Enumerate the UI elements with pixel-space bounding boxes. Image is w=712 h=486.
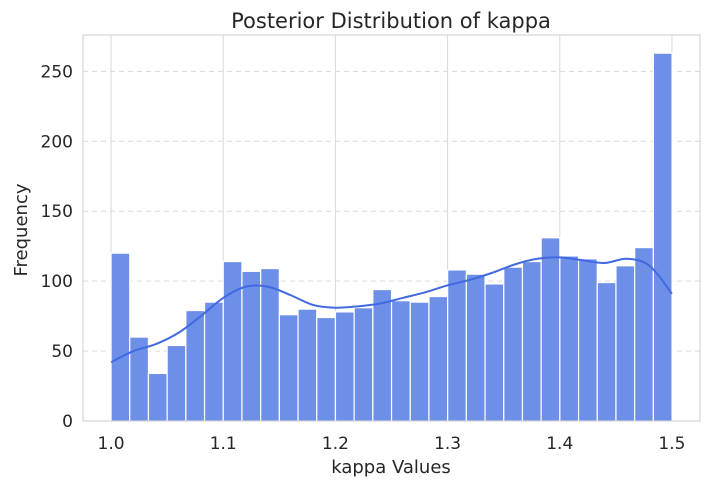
histogram-bar [596, 281, 617, 422]
histogram-bar [241, 270, 262, 422]
y-tick-label: 150 [41, 202, 73, 222]
bar-layer [110, 52, 673, 422]
kde-curve [110, 256, 673, 364]
histogram-bar [447, 269, 467, 422]
histogram-bar [372, 288, 393, 422]
histogram-bar [278, 314, 299, 422]
chart-title: Posterior Distribution of kappa [231, 9, 551, 33]
y-tick-label: 100 [41, 272, 73, 292]
histogram-bar [353, 307, 374, 422]
histogram-bar [559, 255, 580, 422]
histogram-bar [260, 267, 280, 422]
y-tick-labels: 0 50 100 150 200 250 [41, 62, 73, 432]
histogram-bar [334, 311, 355, 422]
x-tick-label: 1.3 [434, 434, 461, 454]
y-tick-label: 250 [41, 62, 73, 82]
histogram-bar [652, 52, 673, 422]
y-tick-label: 50 [51, 342, 73, 362]
histogram-bar [222, 260, 243, 422]
histogram-bar [484, 283, 505, 422]
x-tick-labels: 1.0 1.1 1.2 1.3 1.4 1.5 [98, 434, 686, 454]
histogram-bar [166, 344, 187, 422]
histogram-bar [316, 316, 337, 422]
histogram-bar [615, 265, 636, 422]
histogram-bar [540, 237, 561, 422]
histogram-bar [634, 246, 654, 422]
y-tick-label: 200 [41, 132, 73, 152]
histogram-bar [577, 258, 598, 422]
x-axis-label: kappa Values [331, 457, 451, 478]
histogram-bar [147, 372, 168, 422]
y-axis-label: Frequency [11, 183, 32, 276]
x-tick-label: 1.0 [98, 434, 125, 454]
histogram-bar [390, 300, 411, 422]
histogram-bar [409, 301, 430, 422]
x-tick-label: 1.4 [546, 434, 573, 454]
plot-frame [82, 34, 701, 422]
x-tick-label: 1.1 [210, 434, 237, 454]
histogram-bar [297, 308, 318, 422]
histogram-bar [465, 273, 486, 422]
histogram-bar [503, 266, 524, 422]
histogram-bar [203, 301, 224, 422]
histogram-bar [521, 260, 542, 422]
x-tick-label: 1.5 [658, 434, 685, 454]
histogram-bar [428, 295, 449, 422]
histogram-bar [185, 309, 206, 422]
x-tick-label: 1.2 [322, 434, 349, 454]
y-tick-label: 0 [62, 412, 73, 432]
histogram-bar [110, 252, 131, 422]
